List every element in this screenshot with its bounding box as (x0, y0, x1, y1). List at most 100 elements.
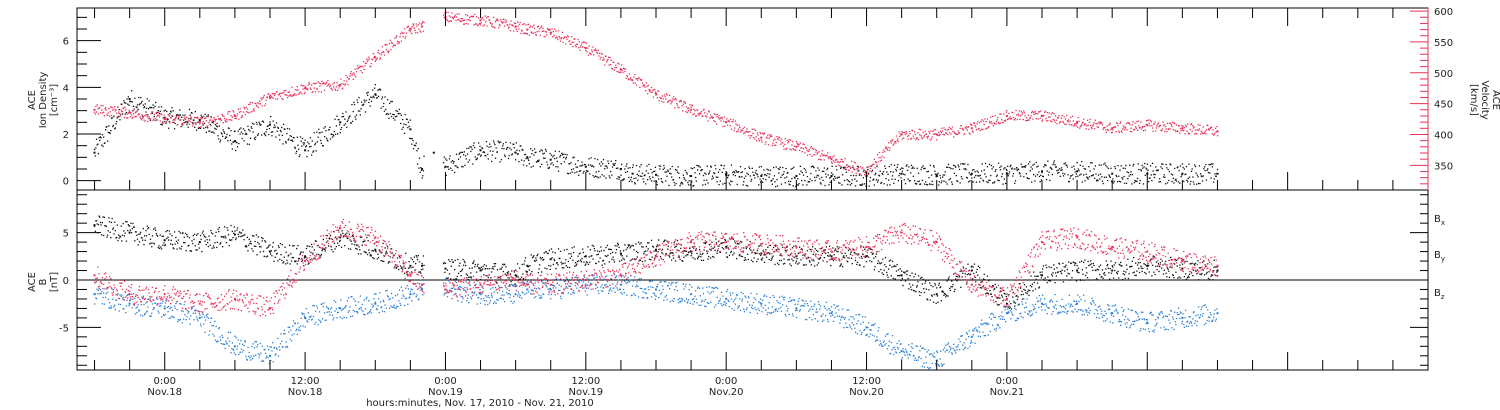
bx-series-dot (479, 278, 482, 281)
velocity-series-dot (969, 133, 971, 135)
density-series-dot (738, 175, 740, 178)
bx-series-dot (549, 268, 551, 270)
density-series-dot (505, 148, 508, 150)
bx-series-dot (174, 243, 176, 245)
bx-series-dot (472, 262, 474, 265)
density-series-dot (1158, 181, 1160, 183)
velocity-series-dot (591, 51, 593, 53)
velocity-series-dot (1044, 111, 1046, 114)
velocity-series-dot (387, 50, 389, 52)
bx-series-dot (841, 265, 844, 268)
velocity-series-dot (904, 131, 906, 134)
density-series-dot (1014, 182, 1016, 184)
velocity-series-dot (544, 30, 547, 33)
velocity-series-dot (93, 111, 96, 113)
bx-series-dot (900, 279, 902, 282)
velocity-series-dot (554, 28, 556, 30)
velocity-series-dot (374, 60, 376, 62)
velocity-series-dot (238, 118, 240, 120)
density-series-dot (389, 102, 391, 104)
velocity-series-dot (682, 103, 684, 105)
velocity-series-dot (808, 150, 810, 152)
density-series-dot (895, 170, 898, 172)
velocity-series-dot (131, 114, 133, 116)
velocity-series-dot (819, 155, 822, 157)
bx-series-dot (251, 248, 253, 250)
velocity-series-dot (1135, 126, 1137, 128)
velocity-series-dot (919, 129, 922, 131)
velocity-series-dot (793, 145, 796, 147)
density-series-dot (543, 152, 545, 154)
bx-series-dot (569, 266, 571, 269)
bx-series-dot (864, 248, 866, 250)
density-series-dot (611, 166, 614, 168)
density-series-dot (177, 114, 179, 116)
density-series-dot (1091, 162, 1093, 164)
density-series-dot (765, 175, 768, 177)
bx-series-dot (739, 253, 741, 256)
velocity-series-dot (659, 97, 662, 99)
velocity-series-dot (610, 59, 612, 61)
bx-series-dot (770, 259, 772, 261)
density-series-dot (1039, 181, 1041, 183)
density-series-dot (155, 101, 157, 104)
density-series-dot (663, 167, 666, 169)
bx-series-dot (789, 254, 792, 256)
velocity-series-dot (604, 64, 606, 66)
velocity-series-dot (1148, 122, 1150, 125)
density-series-dot (244, 133, 246, 135)
density-series-dot (130, 100, 132, 103)
bx-series-dot (353, 237, 355, 239)
velocity-series-dot (402, 36, 404, 38)
density-series-dot (196, 129, 198, 131)
velocity-series-dot (745, 131, 747, 133)
bx-series-dot (821, 252, 824, 255)
density-series-dot (709, 170, 711, 172)
density-series-dot (337, 119, 339, 121)
bx-series-dot (269, 244, 271, 246)
density-series-dot (990, 164, 992, 167)
bx-series-dot (953, 290, 955, 293)
bx-series-dot (338, 240, 341, 243)
velocity-series-dot (943, 127, 945, 129)
bx-series-dot (389, 261, 391, 263)
velocity-series-dot (601, 53, 603, 55)
velocity-series-dot (462, 20, 464, 22)
bx-series-dot (977, 265, 979, 267)
bx-series-dot (492, 268, 495, 270)
velocity-series-dot (95, 105, 97, 108)
velocity-series-dot (964, 133, 966, 135)
bx-series-dot (442, 262, 445, 265)
density-series-dot (509, 147, 511, 149)
velocity-series-dot (557, 38, 559, 41)
bx-series-dot (273, 250, 276, 252)
bx-series-dot (601, 264, 603, 266)
velocity-series-dot (412, 23, 414, 25)
bx-series-dot (821, 247, 823, 249)
velocity-series-dot (316, 88, 319, 90)
density-series-dot (363, 99, 365, 101)
velocity-series-dot (1075, 122, 1077, 124)
density-series-dot (641, 172, 644, 174)
density-series-dot (758, 166, 760, 168)
velocity-series-dot (230, 115, 232, 117)
density-series-dot (234, 130, 236, 132)
density-series-dot (856, 180, 858, 182)
bx-series-dot (890, 275, 892, 277)
density-series-dot (1167, 168, 1169, 171)
velocity-series-dot (241, 115, 243, 117)
density-series-dot (639, 166, 641, 168)
velocity-series-dot (1174, 123, 1176, 125)
bx-series-dot (604, 263, 606, 265)
density-series-dot (945, 181, 947, 183)
density-series-dot (209, 123, 211, 126)
bx-series-dot (268, 245, 270, 247)
density-series-dot (581, 161, 583, 163)
density-series-dot (767, 169, 770, 171)
bx-series-dot (954, 288, 956, 291)
density-series-dot (322, 145, 324, 147)
bx-series-dot (640, 242, 642, 244)
density-series-dot (730, 180, 732, 182)
velocity-series-dot (289, 94, 291, 96)
bx-series-dot (700, 256, 702, 258)
